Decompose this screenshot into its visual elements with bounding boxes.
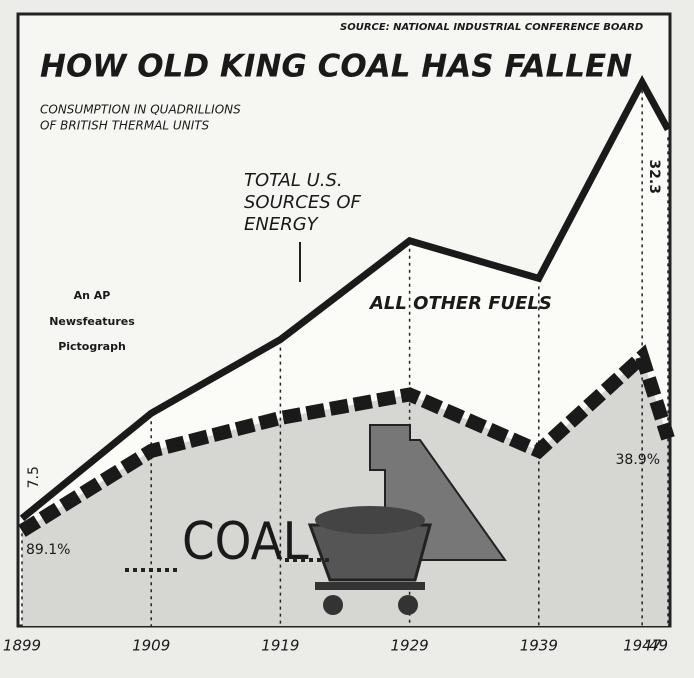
share-label: 38.9%	[616, 452, 660, 468]
total-label-box: TOTAL U.S. SOURCES OF ENERGY	[244, 170, 369, 242]
credit-line: Pictograph	[58, 340, 126, 353]
subtitle-line: CONSUMPTION IN QUADRILLIONS	[40, 103, 241, 117]
other-fuels-label: ALL OTHER FUELS	[368, 293, 552, 314]
credit-line: An AP	[74, 289, 111, 302]
chart: SOURCE: NATIONAL INDUSTRIAL CONFERENCE B…	[0, 0, 694, 678]
subtitle-line: OF BRITISH THERMAL UNITS	[40, 119, 210, 133]
x-tick-label: 1939	[520, 637, 558, 655]
x-tick-label: 1909	[132, 637, 170, 655]
x-tick-label: 1919	[261, 637, 299, 655]
value-label: 32.3	[646, 159, 662, 194]
x-tick-label: 1929	[391, 637, 429, 655]
legend-total: TOTAL U.S. SOURCES OF ENERGY	[244, 170, 369, 236]
x-tick-label: '49	[645, 637, 668, 655]
x-tick-label: 1899	[3, 637, 41, 655]
credit-line: Newsfeatures	[49, 315, 135, 328]
chart-title: HOW OLD KING COAL HAS FALLEN	[40, 49, 632, 85]
source: SOURCE: NATIONAL INDUSTRIAL CONFERENCE B…	[340, 22, 643, 33]
value-label: 7.5	[26, 466, 42, 488]
share-label: 89.1%	[26, 542, 70, 558]
legend-coal: COAL	[182, 512, 309, 572]
